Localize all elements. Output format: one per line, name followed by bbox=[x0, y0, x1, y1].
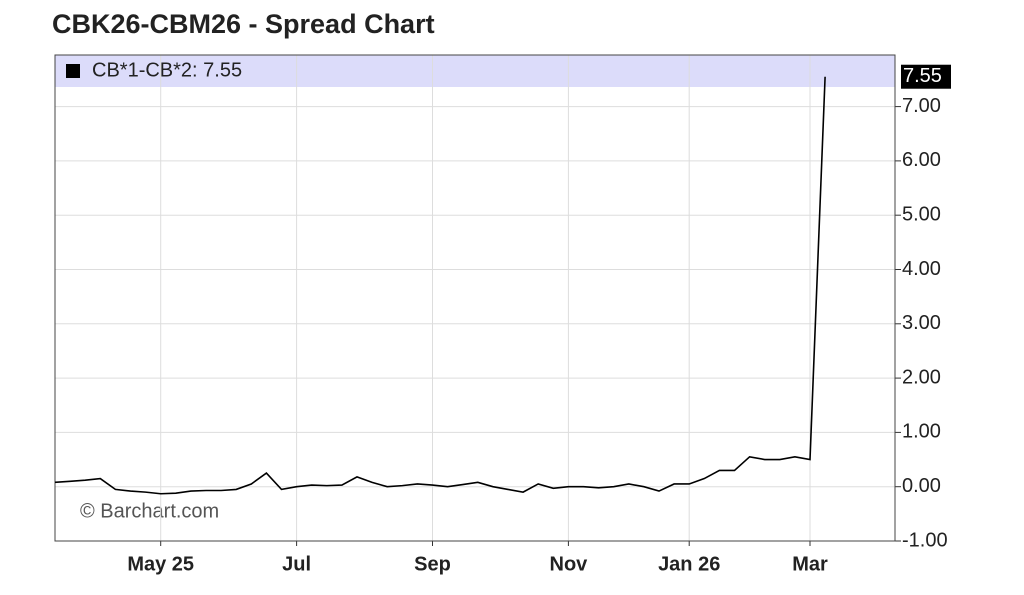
x-tick-label: Mar bbox=[792, 553, 828, 575]
legend-band bbox=[55, 55, 895, 87]
x-tick-label: Nov bbox=[550, 553, 589, 575]
last-value-badge bbox=[901, 64, 951, 89]
y-tick-label: 1.00 bbox=[902, 421, 941, 443]
y-tick-label: 6.00 bbox=[902, 149, 941, 171]
grid-layer bbox=[55, 55, 895, 542]
y-tick-label: 7.00 bbox=[902, 95, 941, 117]
y-tick-label: 3.00 bbox=[902, 312, 941, 334]
legend-label: CB*1-CB*2: 7.55 bbox=[92, 59, 242, 81]
y-tick-label: 5.00 bbox=[902, 203, 941, 225]
last-value-label: 7.55 bbox=[903, 65, 942, 87]
x-tick-label: May 25 bbox=[127, 553, 194, 575]
chart-title: CBK26-CBM26 - Spread Chart bbox=[52, 9, 435, 39]
y-tick-label: 4.00 bbox=[902, 258, 941, 280]
x-tick-label: Jul bbox=[282, 553, 311, 575]
x-tick-label: Sep bbox=[414, 553, 451, 575]
y-tick-label: -1.00 bbox=[902, 529, 948, 551]
watermark: © Barchart.com bbox=[80, 500, 219, 522]
plot-frame bbox=[54, 54, 896, 542]
y-tick-label: 2.00 bbox=[902, 366, 941, 388]
y-tick-label: 0.00 bbox=[902, 475, 941, 497]
x-tick-label: Jan 26 bbox=[658, 553, 720, 575]
legend-swatch bbox=[66, 64, 80, 78]
series-line bbox=[54, 76, 826, 495]
